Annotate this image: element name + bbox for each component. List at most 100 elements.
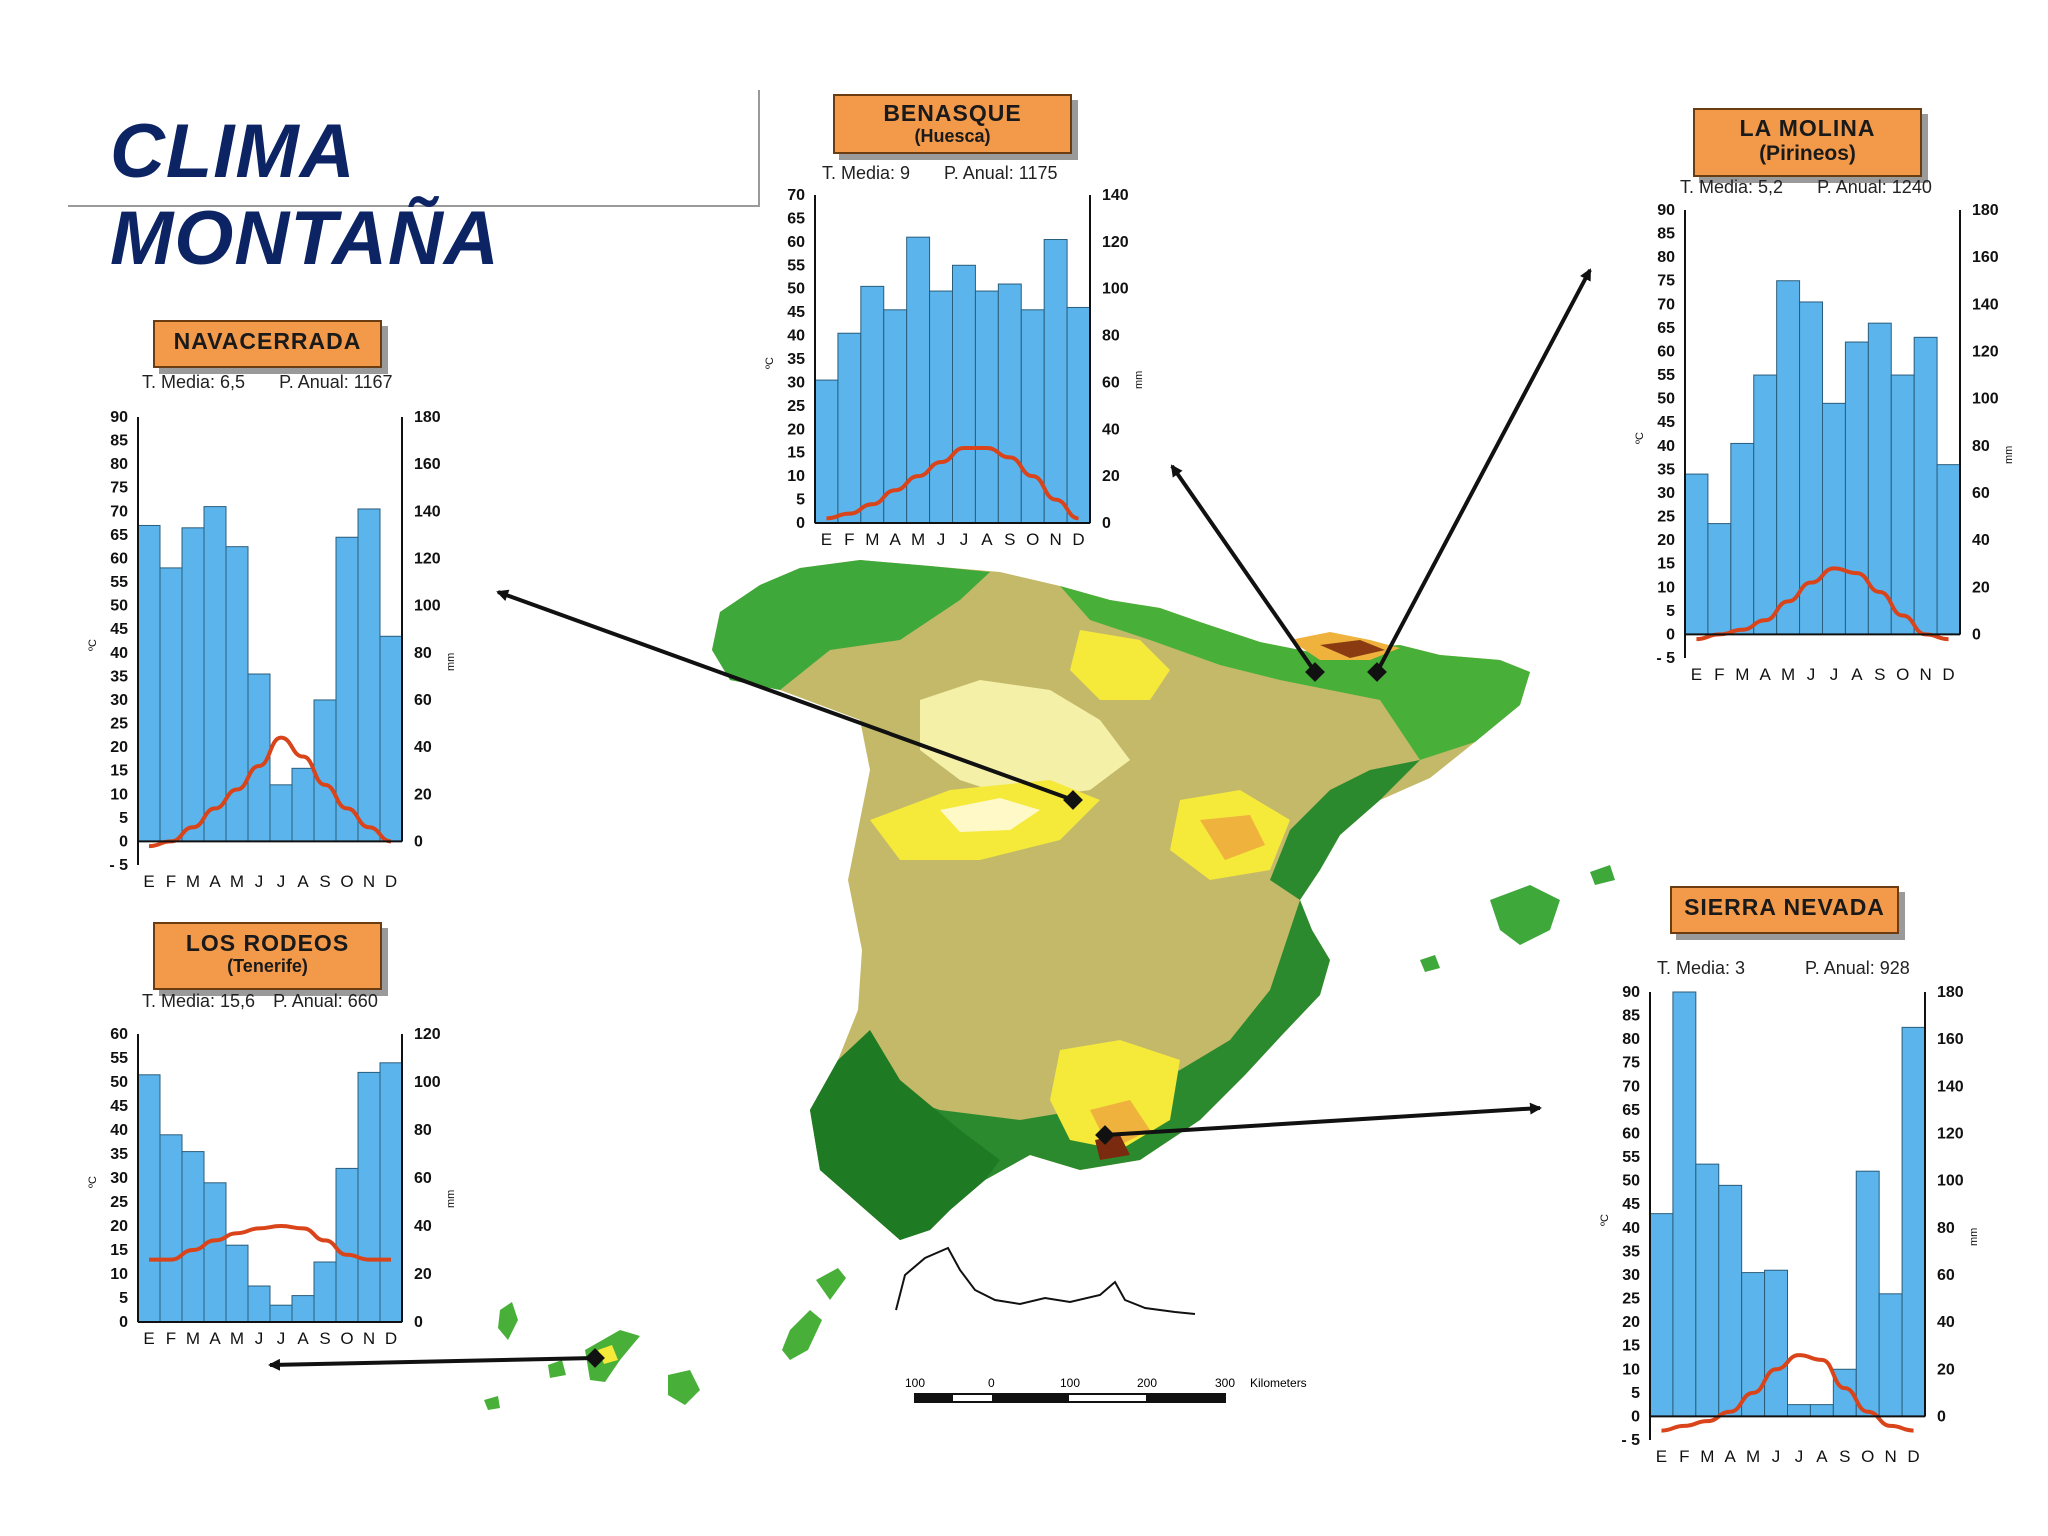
left-axis-unit: ºC: [87, 639, 99, 651]
month-label: A: [297, 872, 309, 891]
precip-bar: [1020, 309, 1045, 524]
left-tick-label: 75: [110, 480, 128, 497]
left-tick-label: 40: [110, 1122, 128, 1139]
right-tick-label: 60: [414, 1170, 432, 1187]
precip-bar: [1718, 1184, 1743, 1417]
left-tick-label: 65: [787, 210, 805, 227]
precip-bar: [1066, 306, 1091, 524]
right-tick-label: 60: [1937, 1267, 1955, 1284]
left-tick-label: 15: [110, 763, 128, 780]
left-tick-label: 85: [1622, 1008, 1640, 1025]
balearic-islands: [1420, 865, 1615, 972]
scale-tick-100w: 100: [905, 1376, 925, 1390]
precip-bar: [1649, 1213, 1674, 1417]
left-tick-label: 45: [1622, 1196, 1640, 1213]
station-name: NAVACERRADA: [173, 328, 362, 354]
p-anual: P. Anual: 1240: [1817, 177, 1932, 197]
month-label: E: [143, 872, 154, 891]
precip-bar: [291, 1295, 315, 1323]
precip-bar: [929, 290, 953, 524]
month-label: F: [1679, 1447, 1689, 1466]
right-tick-label: 40: [414, 739, 432, 756]
arrow-los-rodeos: [268, 1356, 596, 1371]
precip-bar: [814, 379, 839, 524]
month-label: O: [340, 1329, 353, 1348]
left-tick-label: - 5: [1621, 1432, 1640, 1449]
left-tick-label: 25: [1657, 509, 1675, 526]
month-label: N: [1919, 665, 1931, 684]
right-tick-label: 60: [414, 692, 432, 709]
precip-bar: [1764, 1269, 1788, 1417]
left-tick-label: 20: [110, 739, 128, 756]
station-name: LOS RODEOS: [185, 930, 350, 956]
station-name: LA MOLINA: [1739, 115, 1876, 141]
right-tick-label: 120: [414, 1026, 441, 1043]
left-tick-label: 10: [787, 468, 805, 485]
month-label: O: [1896, 665, 1909, 684]
left-tick-label: 40: [787, 328, 805, 345]
precip-bar: [1753, 374, 1778, 635]
left-tick-label: 30: [110, 692, 128, 709]
month-label: S: [319, 872, 330, 891]
left-tick-label: 55: [1657, 367, 1675, 384]
right-tick-label: 100: [414, 598, 441, 615]
precip-bar: [137, 524, 161, 842]
left-tick-label: 35: [1622, 1243, 1640, 1260]
right-tick-label: 180: [1937, 984, 1964, 1001]
right-tick-label: 60: [1972, 485, 1990, 502]
right-axis-unit: mm: [2003, 446, 2015, 464]
month-label: M: [186, 872, 200, 891]
month-label: M: [230, 1329, 244, 1348]
month-label: D: [1907, 1447, 1919, 1466]
station-subtitle: (Tenerife): [227, 956, 308, 976]
right-tick-label: 40: [1102, 421, 1120, 438]
month-label: J: [255, 1329, 264, 1348]
location-arrows: [268, 268, 1592, 1371]
month-label: M: [865, 530, 879, 549]
arrow-benasque: [1170, 464, 1317, 674]
left-tick-label: 10: [1657, 579, 1675, 596]
right-tick-label: 40: [414, 1218, 432, 1235]
month-label: O: [340, 872, 353, 891]
right-tick-label: 120: [414, 550, 441, 567]
canary-islands: [484, 1268, 846, 1410]
precip-bar: [181, 1151, 205, 1323]
right-tick-label: 100: [1937, 1173, 1964, 1190]
left-tick-label: 90: [1622, 984, 1640, 1001]
left-tick-label: 65: [110, 527, 128, 544]
month-label: E: [143, 1329, 154, 1348]
station-name: SIERRA NEVADA: [1684, 894, 1885, 920]
right-tick-label: 40: [1937, 1314, 1955, 1331]
precip-bar: [159, 1134, 183, 1323]
left-tick-label: 50: [110, 1074, 128, 1091]
left-tick-label: 75: [1657, 273, 1675, 290]
left-tick-label: 35: [110, 668, 128, 685]
stats-sierra-nevada: T. Media: 3 P. Anual: 928: [1657, 958, 1944, 979]
month-label: O: [1861, 1447, 1874, 1466]
right-tick-label: 160: [1972, 249, 1999, 266]
left-tick-label: 25: [787, 398, 805, 415]
right-tick-label: 20: [1102, 468, 1120, 485]
t-media: T. Media: 15,6: [142, 991, 256, 1011]
month-label: A: [981, 530, 993, 549]
right-tick-label: 80: [1972, 438, 1990, 455]
left-tick-label: 45: [787, 304, 805, 321]
precip-bar: [1878, 1293, 1903, 1417]
month-label: M: [1781, 665, 1795, 684]
left-tick-label: 5: [1631, 1385, 1640, 1402]
left-tick-label: 20: [1622, 1314, 1640, 1331]
climograph-los-rodeos: 605550454035302520151050120100806040200E…: [87, 1026, 457, 1348]
left-tick-label: 70: [1657, 296, 1675, 313]
p-anual: P. Anual: 1167: [279, 372, 393, 392]
precip-bar: [1776, 280, 1801, 635]
temperature-line: [1696, 566, 1949, 642]
right-tick-label: 0: [1972, 626, 1981, 643]
left-tick-label: 5: [119, 810, 128, 827]
month-label: E: [821, 530, 832, 549]
month-label: J: [1807, 665, 1816, 684]
month-label: F: [166, 1329, 176, 1348]
right-tick-label: 0: [1102, 515, 1111, 532]
right-tick-label: 0: [414, 1314, 423, 1331]
